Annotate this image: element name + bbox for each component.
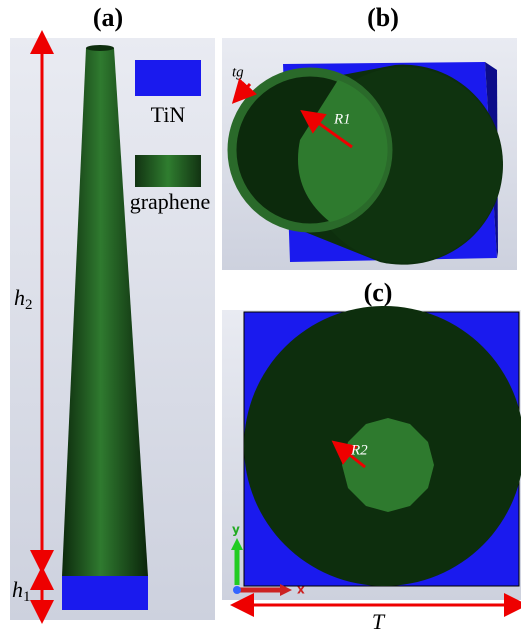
cone-top [86, 45, 114, 51]
panel-b: (b) R1 tg [222, 3, 517, 270]
label-base: h [14, 285, 25, 310]
label-sub: 1 [23, 589, 31, 605]
label-sub: 2 [25, 297, 33, 313]
panel-title: (b) [367, 3, 399, 32]
legend-swatch [135, 155, 201, 187]
label-tg: tg [232, 64, 244, 80]
label-base: h [12, 577, 23, 602]
label-r2: R2 [350, 442, 368, 458]
figure: (a) h2 h1 TiN graphene (b) R1 tg (c) [0, 0, 521, 635]
axis-origin [233, 586, 241, 594]
panel-title: (a) [93, 3, 123, 32]
base [62, 576, 148, 610]
legend-swatch [135, 60, 201, 96]
legend-label: TiN [151, 102, 186, 127]
axis-label: y [232, 523, 240, 537]
legend-label: graphene [130, 189, 211, 214]
label-t: T [372, 609, 386, 634]
label-r1: R1 [333, 111, 351, 127]
axis-label: x [297, 583, 305, 597]
panel-c: (c) R2 y x T [222, 278, 521, 634]
panel-title: (c) [364, 278, 393, 307]
panel-a: (a) h2 h1 TiN graphene [10, 3, 215, 620]
